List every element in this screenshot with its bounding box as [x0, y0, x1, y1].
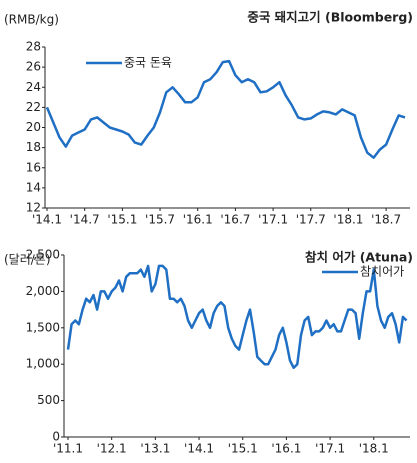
x-tick-label: '15.1	[228, 442, 258, 456]
x-tick-label: '18.1	[359, 442, 389, 456]
x-tick-label: '16.1	[183, 213, 213, 227]
y-tick-label: 22	[26, 100, 41, 114]
y-tick-label: 2,500	[26, 248, 60, 262]
x-tick-label: '17.1	[315, 442, 345, 456]
x-tick-label: '15.1	[107, 213, 137, 227]
line-series	[45, 59, 406, 159]
y-tick-label: 24	[26, 80, 41, 94]
x-tick-label: '11.1	[53, 442, 83, 456]
y-tick-label: 26	[26, 60, 41, 74]
y-tick-label: 1,000	[26, 357, 60, 371]
x-tick-label: '14.1	[32, 213, 62, 227]
y-tick-label: 20	[26, 120, 41, 134]
x-tick-label: '18.7	[371, 213, 401, 227]
y-tick-label: 16	[26, 160, 41, 174]
y-axis-label: (달러/톤)	[4, 253, 51, 267]
y-tick-label: 14	[26, 180, 41, 194]
x-tick-label: '14.1	[184, 442, 214, 456]
line-series	[66, 264, 408, 370]
x-tick-label: '12.1	[97, 442, 127, 456]
y-tick-label: 1,500	[26, 320, 60, 334]
x-tick-label: '16.7	[220, 213, 250, 227]
x-tick-label: '15.7	[145, 213, 175, 227]
x-tick-label: '14.7	[70, 213, 100, 227]
y-axis-label: (RMB/kg)	[4, 13, 59, 27]
x-tick-label: '16.1	[271, 442, 301, 456]
y-tick-label: 18	[26, 140, 41, 154]
y-tick-label: 28	[26, 40, 41, 54]
x-tick-label: '17.7	[296, 213, 326, 227]
y-tick-label: 0	[52, 430, 60, 444]
legend-label: 중국 돈육	[124, 56, 172, 70]
y-tick-label: 500	[37, 393, 60, 407]
y-tick-label: 12	[26, 201, 41, 215]
legend-label: 참치어가	[360, 265, 404, 279]
x-tick-label: '18.1	[333, 213, 363, 227]
chart-title: 참치 어가 (Atuna)	[305, 250, 413, 265]
y-tick-label: 2,000	[26, 284, 60, 298]
x-tick-label: '17.1	[258, 213, 288, 227]
chart-title: 중국 돼지고기 (Bloomberg)	[247, 10, 413, 25]
x-tick-label: '13.1	[140, 442, 170, 456]
